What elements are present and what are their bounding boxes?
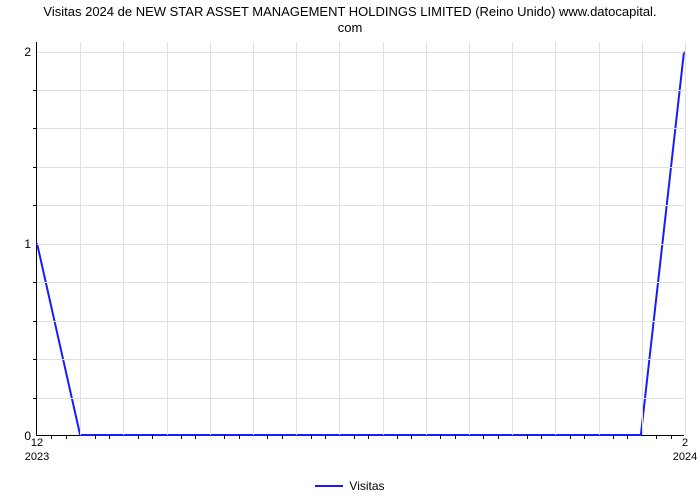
y-axis-tick-label: 2 [24,45,37,59]
x-axis-minor-tick [656,435,657,439]
x-axis-minor-tick [527,435,528,439]
gridline-vertical [642,42,643,435]
x-axis-minor-tick [440,435,441,439]
x-axis-minor-tick [325,435,326,439]
gridline-vertical [469,42,470,435]
gridline-horizontal [37,244,684,245]
legend-label: Visitas [349,479,384,493]
gridline-horizontal-minor [37,359,684,360]
gridline-horizontal-minor [37,167,684,168]
x-axis-minor-tick [152,435,153,439]
chart-title: Visitas 2024 de NEW STAR ASSET MANAGEMEN… [0,4,700,37]
y-axis-tick-label: 1 [24,237,37,251]
gridline-vertical [426,42,427,435]
gridline-vertical [167,42,168,435]
x-axis-minor-tick [138,435,139,439]
gridline-vertical [210,42,211,435]
x-axis-minor-tick [239,435,240,439]
x-axis-tick-label-year: 2024 [673,435,697,463]
x-axis-minor-tick [195,435,196,439]
series-line [37,42,684,435]
legend: Visitas [0,478,700,493]
visits-chart: Visitas 2024 de NEW STAR ASSET MANAGEMEN… [0,0,700,500]
x-axis-minor-tick [613,435,614,439]
x-axis-minor-tick [311,435,312,439]
gridline-vertical [80,42,81,435]
x-axis-minor-tick [51,435,52,439]
gridline-horizontal-minor [37,282,684,283]
legend-swatch [315,485,343,487]
x-axis-minor-tick [397,435,398,439]
x-axis-minor-tick [411,435,412,439]
x-axis-minor-tick [282,435,283,439]
x-axis-minor-tick [109,435,110,439]
gridline-vertical [685,42,686,435]
gridline-vertical [339,42,340,435]
gridline-vertical [599,42,600,435]
x-axis-minor-tick [483,435,484,439]
gridline-horizontal-minor [37,205,684,206]
gridline-horizontal [37,52,684,53]
x-axis-minor-tick [627,435,628,439]
x-axis-minor-tick [95,435,96,439]
x-axis-minor-tick [368,435,369,439]
x-axis-minor-tick [354,435,355,439]
gridline-vertical [383,42,384,435]
gridline-vertical [253,42,254,435]
x-axis-minor-tick [584,435,585,439]
gridline-vertical [296,42,297,435]
x-axis-minor-tick [541,435,542,439]
x-axis-minor-tick [267,435,268,439]
x-axis-minor-tick [66,435,67,439]
x-axis-minor-tick [181,435,182,439]
x-axis-tick-label-year: 2023 [25,435,49,463]
chart-title-line1: Visitas 2024 de NEW STAR ASSET MANAGEMEN… [43,4,656,19]
x-axis-minor-tick [224,435,225,439]
gridline-vertical [512,42,513,435]
gridline-horizontal-minor [37,90,684,91]
chart-title-line2: com [338,20,363,35]
gridline-horizontal-minor [37,321,684,322]
x-axis-minor-tick [671,435,672,439]
plot-area: 01212220232024 [36,42,684,436]
gridline-vertical [123,42,124,435]
gridline-horizontal-minor [37,398,684,399]
x-axis-minor-tick [498,435,499,439]
x-axis-minor-tick [455,435,456,439]
gridline-vertical [555,42,556,435]
x-axis-minor-tick [570,435,571,439]
gridline-horizontal-minor [37,128,684,129]
